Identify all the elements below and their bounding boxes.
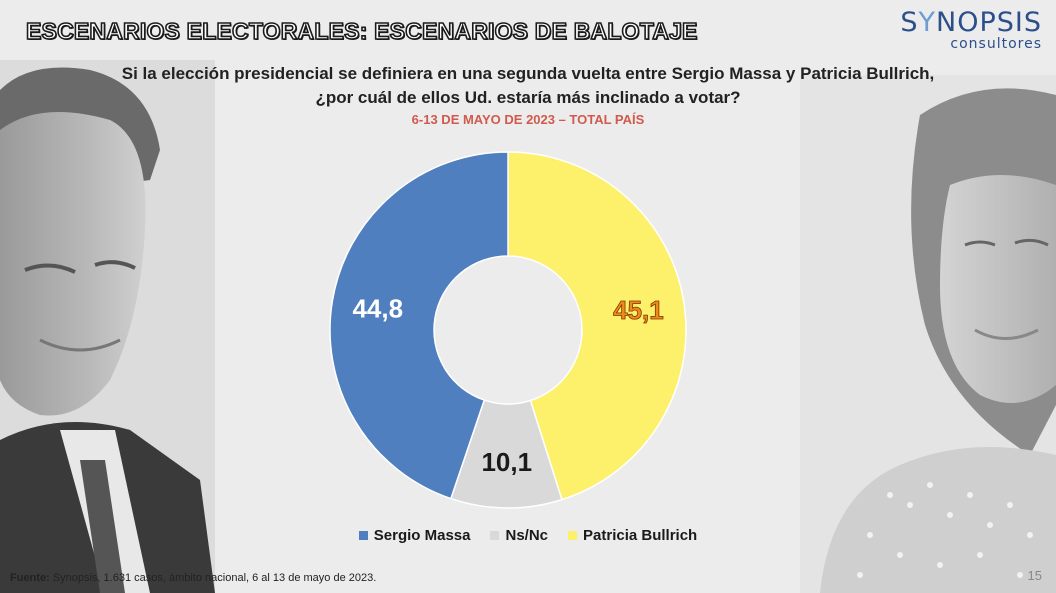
page-number: 15 <box>1027 568 1042 583</box>
logo-name-part1: S <box>900 7 919 38</box>
logo-subtitle: consultores <box>950 36 1042 52</box>
data-label-sergio-massa: 44,8 <box>352 294 403 324</box>
data-label-patricia-bullrich: 45,1 <box>613 295 664 325</box>
legend-swatch <box>490 531 500 540</box>
logo-name: SYNOPSIS <box>900 8 1042 38</box>
slice-sergio-massa <box>329 151 509 500</box>
legend-label: Ns/Nc <box>505 527 549 544</box>
legend-item-ns-nc: Ns/Nc <box>490 527 548 544</box>
logo-name-part2: Y <box>918 7 937 38</box>
legend-label: Sergio Massa <box>373 527 471 544</box>
legend-swatch <box>568 531 578 540</box>
logo-name-part3: NOPSIS <box>936 7 1042 38</box>
source-note: Fuente: Synopsis, 1.631 casos, ámbito na… <box>10 572 376 584</box>
legend-item-patricia-bullrich: Patricia Bullrich <box>568 527 697 544</box>
chart-legend: Sergio Massa Ns/Nc Patricia Bullrich <box>0 527 1056 544</box>
survey-question-line1: Si la elección presidencial se definiera… <box>121 64 935 83</box>
slice-patricia-bullrich <box>507 151 687 501</box>
survey-question-line2: ¿por cuál de ellos Ud. estaría más incli… <box>315 88 741 107</box>
legend-item-sergio-massa: Sergio Massa <box>358 527 471 544</box>
source-text: Synopsis, 1.631 casos, ámbito nacional, … <box>49 572 377 584</box>
page-title: ESCENARIOS ELECTORALES: ESCENARIOS DE BA… <box>25 17 698 45</box>
patricia-bullrich-photo <box>800 75 1056 593</box>
survey-date-subtitle: 6-13 DE MAYO DE 2023 – TOTAL PAÍS <box>411 112 645 127</box>
source-label: Fuente: <box>10 572 50 584</box>
synopsis-logo: SYNOPSIS consultores <box>900 8 1042 53</box>
sergio-massa-photo <box>0 60 215 593</box>
data-label-ns-nc: 10,1 <box>481 447 532 477</box>
legend-label: Patricia Bullrich <box>583 527 698 544</box>
legend-swatch <box>358 531 368 540</box>
